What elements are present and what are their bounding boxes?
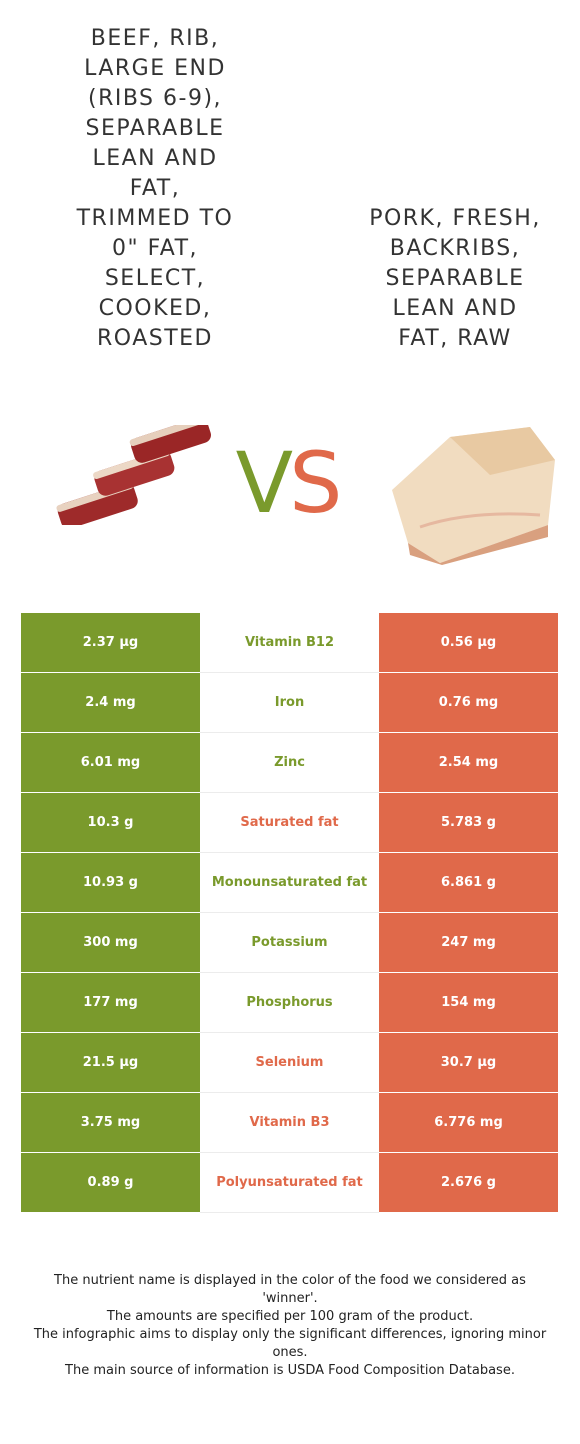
right-value: 6.861 g [379, 853, 558, 913]
left-value: 300 mg [21, 913, 200, 973]
title-line: COOKED, [98, 296, 212, 321]
table-row: 2.4 mg Iron 0.76 mg [21, 673, 558, 733]
right-food-title: PORK, FRESH, BACKRIBS, SEPARABLE LEAN AND FA… [330, 204, 580, 354]
beef-ribs-image [56, 425, 211, 525]
left-value: 10.93 g [21, 853, 200, 913]
footer-notes: The nutrient name is displayed in the co… [30, 1272, 550, 1380]
nutrient-name: Vitamin B12 [200, 613, 379, 673]
left-value: 2.4 mg [21, 673, 200, 733]
title-line: SEPARABLE [85, 116, 225, 141]
title-line: FAT, RAW [398, 326, 512, 351]
vs-label: VS [235, 434, 343, 532]
nutrient-name: Vitamin B3 [200, 1093, 379, 1153]
title-line: ROASTED [96, 326, 213, 351]
nutrient-name: Selenium [200, 1033, 379, 1093]
footer-line: The infographic aims to display only the… [33, 1327, 547, 1360]
right-value: 2.54 mg [379, 733, 558, 793]
table-row: 0.89 g Polyunsaturated fat 2.676 g [21, 1153, 558, 1213]
title-line: LARGE END [84, 56, 226, 81]
right-value: 0.56 µg [379, 613, 558, 673]
footer-line: The amounts are specified per 100 gram o… [106, 1309, 474, 1324]
table-row: 10.3 g Saturated fat 5.783 g [21, 793, 558, 853]
left-value: 2.37 µg [21, 613, 200, 673]
left-value: 0.89 g [21, 1153, 200, 1213]
title-line: FAT, [129, 176, 181, 201]
right-value: 6.776 mg [379, 1093, 558, 1153]
left-value: 3.75 mg [21, 1093, 200, 1153]
pork-backribs-image [392, 427, 555, 565]
table-row: 2.37 µg Vitamin B12 0.56 µg [21, 613, 558, 673]
footer-line: The nutrient name is displayed in the co… [54, 1273, 526, 1306]
table-row: 177 mg Phosphorus 154 mg [21, 973, 558, 1033]
title-line: SEPARABLE [385, 266, 525, 291]
nutrient-name: Saturated fat [200, 793, 379, 853]
nutrient-name: Monounsaturated fat [200, 853, 379, 913]
title-line: BACKRIBS, [389, 236, 521, 261]
left-value: 10.3 g [21, 793, 200, 853]
left-value: 6.01 mg [21, 733, 200, 793]
nutrient-name: Iron [200, 673, 379, 733]
right-value: 0.76 mg [379, 673, 558, 733]
title-line: (RIBS 6-9), [87, 86, 223, 111]
title-line: 0" FAT, [111, 236, 199, 261]
title-line: LEAN AND [392, 296, 518, 321]
table-row: 300 mg Potassium 247 mg [21, 913, 558, 973]
nutrient-name: Polyunsaturated fat [200, 1153, 379, 1213]
left-food-title: BEEF, RIB, LARGE END (RIBS 6-9), SEPARABLE L… [30, 24, 280, 354]
title-line: LEAN AND [92, 146, 218, 171]
left-value: 177 mg [21, 973, 200, 1033]
left-value: 21.5 µg [21, 1033, 200, 1093]
table-row: 21.5 µg Selenium 30.7 µg [21, 1033, 558, 1093]
title-line: BEEF, RIB, [90, 26, 220, 51]
title-line: SELECT, [104, 266, 206, 291]
right-value: 30.7 µg [379, 1033, 558, 1093]
table-row: 10.93 g Monounsaturated fat 6.861 g [21, 853, 558, 913]
right-value: 247 mg [379, 913, 558, 973]
table-row: 3.75 mg Vitamin B3 6.776 mg [21, 1093, 558, 1153]
title-line: PORK, FRESH, [369, 206, 541, 231]
nutrient-table: 2.37 µg Vitamin B12 0.56 µg 2.4 mg Iron 0.76 … [21, 613, 558, 1213]
nutrient-name: Potassium [200, 913, 379, 973]
right-value: 2.676 g [379, 1153, 558, 1213]
table-row: 6.01 mg Zinc 2.54 mg [21, 733, 558, 793]
right-value: 154 mg [379, 973, 558, 1033]
title-line: TRIMMED TO [76, 206, 234, 231]
nutrient-name: Zinc [200, 733, 379, 793]
footer-line: The main source of information is USDA F… [65, 1363, 515, 1378]
right-value: 5.783 g [379, 793, 558, 853]
nutrient-name: Phosphorus [200, 973, 379, 1033]
